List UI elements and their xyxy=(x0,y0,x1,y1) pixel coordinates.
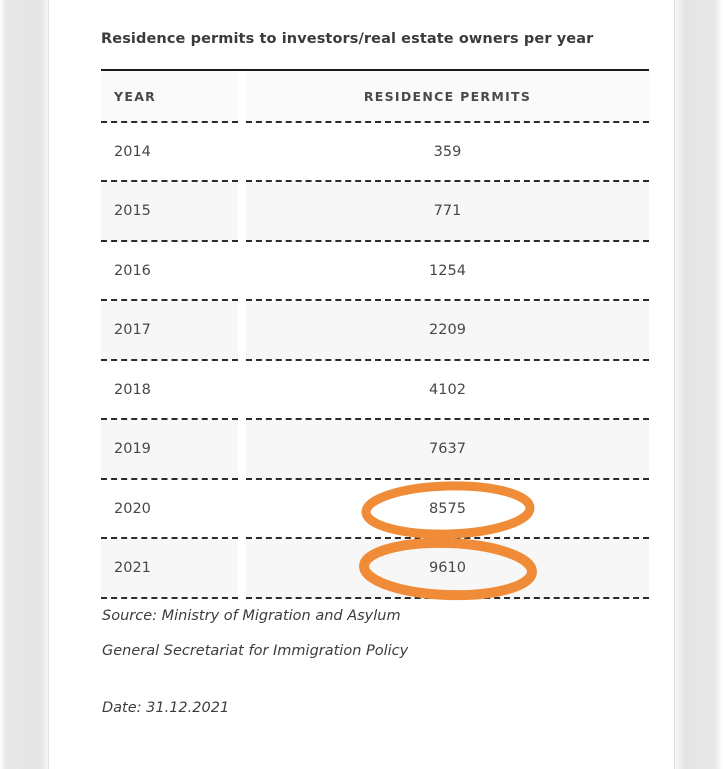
source-line-ministry: Source: Ministry of Migration and Asylum xyxy=(102,607,401,624)
page-title: Residence permits to investors/real esta… xyxy=(101,31,594,47)
cell-residence-permits: 771 xyxy=(246,182,649,242)
cell-residence-permits: 7637 xyxy=(246,420,649,480)
cell-gap xyxy=(238,241,246,302)
cell-gap xyxy=(238,539,246,599)
cell-year: 2020 xyxy=(101,479,238,540)
cell-year: 2019 xyxy=(101,420,238,480)
left-page-gutter xyxy=(0,0,48,769)
cell-residence-permits: 4102 xyxy=(246,360,649,421)
cell-gap xyxy=(238,479,246,540)
content-card: Residence permits to investors/real esta… xyxy=(48,0,675,769)
table-row: 2014 359 xyxy=(101,122,649,183)
cell-residence-permits: 2209 xyxy=(246,301,649,361)
cell-year: 2018 xyxy=(101,360,238,421)
cell-gap xyxy=(238,420,246,480)
residence-permits-table: YEAR RESIDENCE PERMITS 2014 359 2015 771 201… xyxy=(101,68,649,599)
cell-gap xyxy=(238,122,246,183)
table-head: YEAR RESIDENCE PERMITS xyxy=(101,68,649,123)
card-inner: Residence permits to investors/real esta… xyxy=(101,0,649,715)
cell-year: 2015 xyxy=(101,182,238,242)
date-line: Date: 31.12.2021 xyxy=(102,699,230,716)
cell-year: 2016 xyxy=(101,241,238,302)
cell-year: 2017 xyxy=(101,301,238,361)
column-header-residence-permits: RESIDENCE PERMITS xyxy=(246,68,649,123)
table-row: 2015 771 xyxy=(101,182,649,242)
cell-residence-permits: 359 xyxy=(246,122,649,183)
table-row: 2017 2209 xyxy=(101,301,649,361)
cell-residence-permits: 1254 xyxy=(246,241,649,302)
source-line-secretariat: General Secretariat for Immigration Poli… xyxy=(102,643,409,660)
cell-year: 2014 xyxy=(101,122,238,183)
table-row: 2016 1254 xyxy=(101,241,649,302)
table-wrapper: YEAR RESIDENCE PERMITS 2014 359 2015 771 201… xyxy=(101,68,649,601)
table-row: 2018 4102 xyxy=(101,360,649,421)
cell-year: 2021 xyxy=(101,539,238,599)
right-page-gutter xyxy=(675,0,723,769)
column-gap-header xyxy=(238,68,246,123)
cell-residence-permits: 9610 xyxy=(246,539,649,599)
table-header-row: YEAR RESIDENCE PERMITS xyxy=(101,68,649,123)
table-row: 2020 8575 xyxy=(101,479,649,540)
table-body: 2014 359 2015 771 2016 1254 2017 2209 2018 4102 20… xyxy=(101,122,649,599)
column-header-year: YEAR xyxy=(101,68,238,123)
cell-gap xyxy=(238,360,246,421)
table-row: 2021 9610 xyxy=(101,539,649,599)
cell-gap xyxy=(238,182,246,242)
table-row: 2019 7637 xyxy=(101,420,649,480)
cell-residence-permits: 8575 xyxy=(246,479,649,540)
cell-gap xyxy=(238,301,246,361)
source-block: Source: Ministry of Migration and Asylum… xyxy=(101,609,649,716)
